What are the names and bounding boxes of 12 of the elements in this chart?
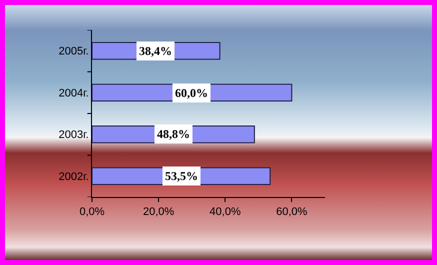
y-tick-label: 2002г. [58,170,89,183]
y-tick-label: 2005г. [58,46,89,58]
data-label: 53,5% [165,169,198,183]
data-label: 60,0% [175,86,208,100]
data-label: 38,4% [139,44,172,58]
x-tick-label: 20,0% [142,206,174,218]
x-tick-label: 40,0% [210,206,241,218]
x-tick-label: 0,0% [79,206,105,218]
data-label: 48,8% [157,127,190,141]
x-tick-label: 60,0% [276,206,308,218]
y-tick-label: 2004г. [58,87,89,100]
y-tick-label: 2003г. [58,129,89,142]
